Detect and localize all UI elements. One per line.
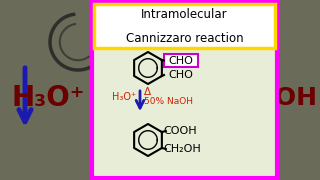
Text: CH₂OH: CH₂OH <box>163 144 201 154</box>
Text: NaOH: NaOH <box>238 86 318 110</box>
Text: Δ: Δ <box>144 87 151 97</box>
Text: CHO: CHO <box>169 55 193 66</box>
Text: Cannizzaro reaction: Cannizzaro reaction <box>126 33 243 46</box>
Text: COOH: COOH <box>163 126 197 136</box>
Text: Intramolecular: Intramolecular <box>141 8 228 21</box>
Text: 50% NaOH: 50% NaOH <box>144 98 193 107</box>
Text: H₃O⁺: H₃O⁺ <box>11 84 85 112</box>
FancyBboxPatch shape <box>94 4 275 48</box>
Text: H₃O⁺: H₃O⁺ <box>112 92 136 102</box>
FancyBboxPatch shape <box>164 54 198 67</box>
Text: CHO: CHO <box>169 70 193 80</box>
Text: O: O <box>228 26 249 50</box>
FancyBboxPatch shape <box>92 2 277 178</box>
